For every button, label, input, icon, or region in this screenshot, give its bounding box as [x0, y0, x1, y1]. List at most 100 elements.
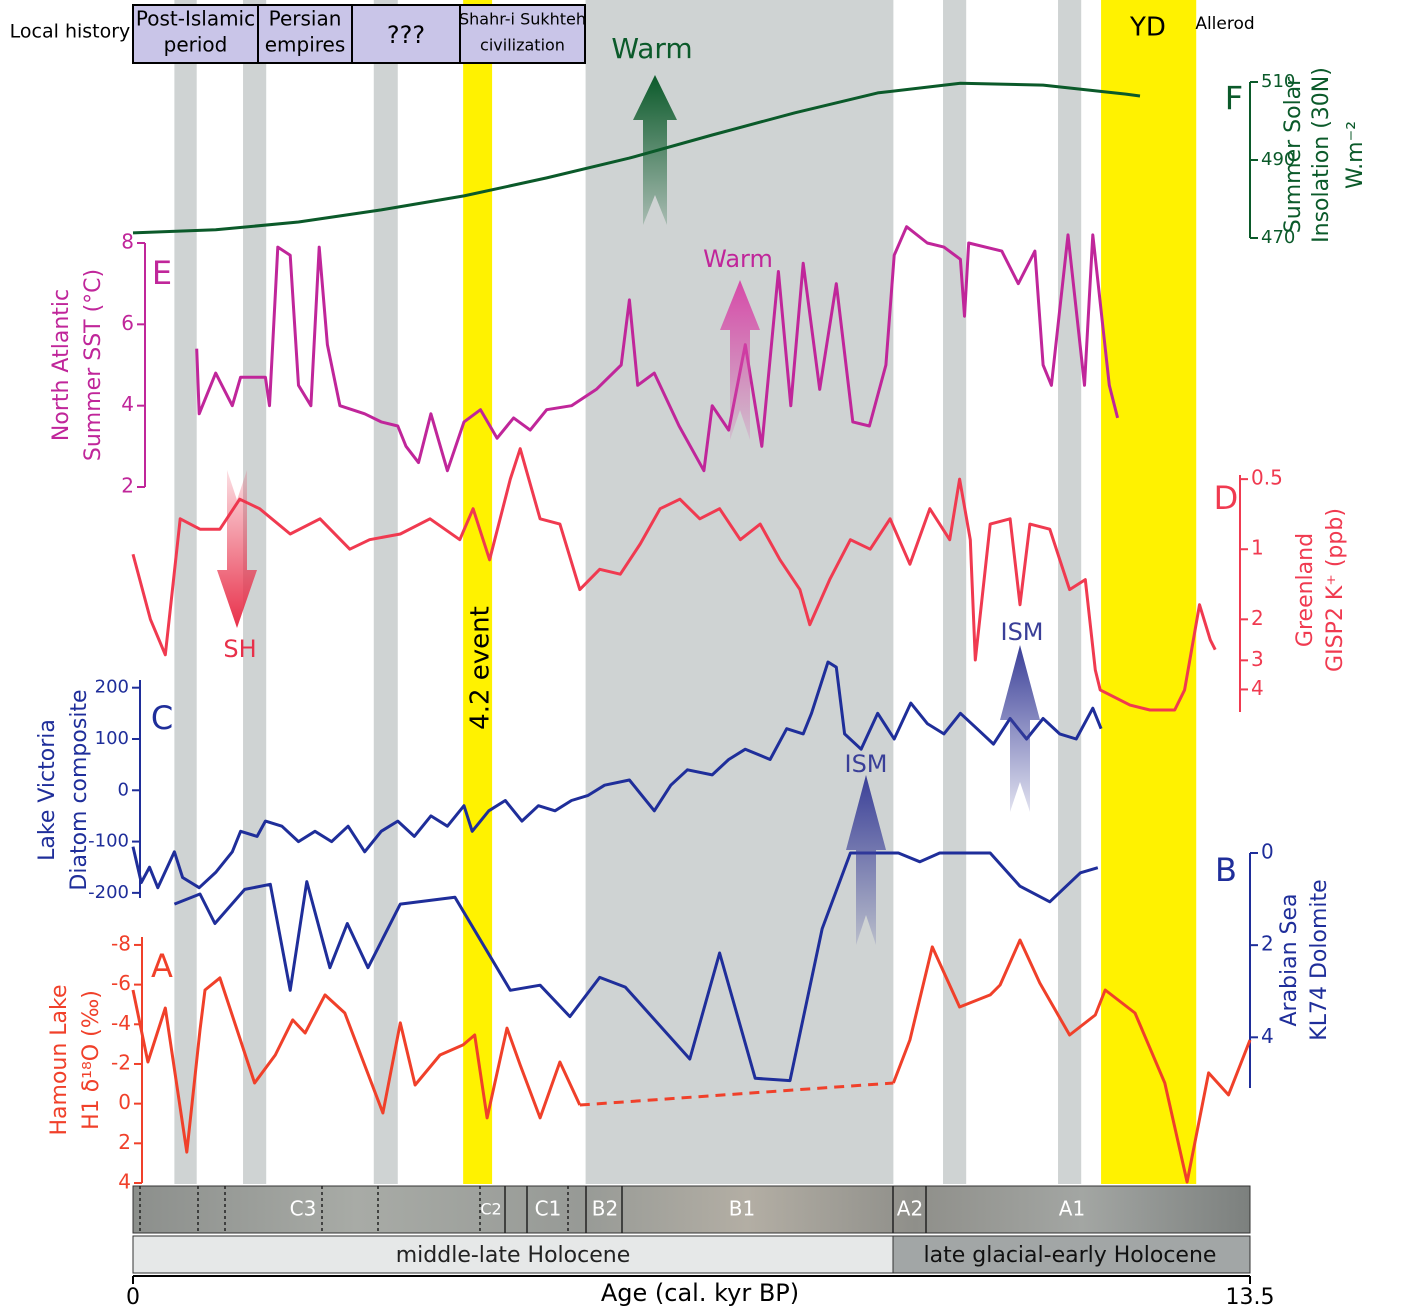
- series-line: [131, 447, 1217, 712]
- stage-label: late glacial-early Holocene: [924, 1243, 1217, 1268]
- core-unit-label: C2: [480, 1200, 501, 1219]
- y-tick-label: 490: [1261, 149, 1295, 170]
- y-tick-label: 4: [1261, 1024, 1274, 1048]
- y-axis-label: Greenland: [1293, 533, 1318, 647]
- annotation: SH: [223, 635, 256, 663]
- y-axis-label: GISP2 K⁺ (ppb): [1323, 508, 1348, 672]
- history-label: civilization: [480, 36, 565, 55]
- series-line: [131, 660, 1103, 890]
- shaded-interval: [943, 0, 967, 1184]
- annotation: Warm: [611, 32, 692, 65]
- history-box: [132, 4, 259, 64]
- y-axis-label: Summer Solar: [1281, 76, 1306, 233]
- y-axis-label: North Atlantic: [49, 289, 74, 441]
- y-axis-label: Insolation (30N): [1309, 67, 1334, 243]
- core-unit-label: B1: [729, 1197, 755, 1221]
- arrow: [846, 775, 886, 945]
- y-tick-label: 0: [118, 1090, 131, 1114]
- stage-box: [892, 1235, 1251, 1274]
- y-axis-label: H1 δ¹⁸O (‰): [79, 990, 104, 1130]
- annotation: Warm: [703, 245, 773, 273]
- y-tick-label: 2: [1251, 606, 1264, 630]
- stage-label: middle-late Holocene: [396, 1243, 631, 1268]
- period-label: YD: [1129, 13, 1166, 43]
- shaded-interval: [174, 0, 197, 1184]
- core-unit-label: A1: [1059, 1197, 1085, 1221]
- bands: [174, 0, 1197, 1184]
- y-tick-label: -6: [111, 971, 131, 995]
- y-tick-label: 0: [1261, 840, 1274, 864]
- y-tick-label: -200: [88, 882, 129, 903]
- panel-label: A: [151, 947, 173, 985]
- local-history-label: Local history: [10, 21, 131, 43]
- series-line: [195, 225, 1120, 473]
- y-axis-label: Diatom composite: [67, 689, 92, 890]
- y-tick-label: 1: [1251, 536, 1264, 560]
- arrow: [1000, 645, 1040, 812]
- y-tick-label: -2: [111, 1050, 131, 1074]
- x-tick-label: 0: [126, 1285, 140, 1310]
- history-label: Shahr-i Sukhteh: [459, 10, 586, 29]
- arrow: [720, 280, 760, 440]
- history-label: period: [164, 33, 228, 57]
- y-tick-label: 200: [95, 677, 129, 698]
- series-line: [173, 851, 1099, 1083]
- y-tick-label: 100: [95, 728, 129, 749]
- highlight-interval: [1101, 0, 1197, 1184]
- y-tick-label: -4: [111, 1011, 131, 1035]
- core-unit-label: C1: [535, 1197, 562, 1221]
- panel-label: C: [151, 699, 173, 737]
- history-box: [459, 4, 586, 64]
- y-axis-label: Arabian Sea: [1277, 893, 1302, 1026]
- core-unit-label: A2: [897, 1197, 923, 1221]
- y-tick-label: -100: [88, 831, 129, 852]
- panel-label: F: [1225, 79, 1243, 117]
- panel: 0.5 1 2 3 4 Greenland GISP2 K⁺ (ppb) D: [131, 447, 1348, 712]
- core-unit-boundaries: [504, 1186, 927, 1233]
- arrows: [217, 75, 1040, 945]
- y-tick-label: 4: [121, 392, 134, 416]
- stage-box: [132, 1235, 894, 1274]
- y-tick-label: -8: [111, 931, 131, 955]
- y-tick-label: 8: [121, 230, 134, 254]
- y-axis-label: W.m⁻²: [1343, 121, 1368, 189]
- panel: 2 4 6 8 North Atlantic Summer SST (°C) E: [49, 225, 1120, 498]
- history-label: Post-Islamic: [136, 7, 255, 31]
- panel-label: D: [1214, 479, 1239, 517]
- shaded-interval: [373, 0, 398, 1184]
- history-box: [351, 4, 461, 64]
- shaded-interval: [1058, 0, 1082, 1184]
- y-tick-label: 0.5: [1251, 466, 1283, 490]
- panel: -8 -6 -4 -2 0 2 4 Hamoun Lake H1 δ¹⁸O (‰) A: [47, 931, 1252, 1194]
- y-tick-label: 470: [1261, 227, 1295, 248]
- history-label: Persian: [269, 7, 342, 31]
- panel-label: B: [1215, 851, 1237, 889]
- panel: -200 -100 0 100 200 Lake Victoria Diatom compo…: [35, 660, 1103, 903]
- y-axis-label: Lake Victoria: [35, 719, 60, 861]
- annotation: ISM: [844, 750, 887, 778]
- y-tick-label: 2: [1261, 932, 1274, 956]
- series-line: [132, 81, 1141, 235]
- y-tick-label: 4: [1251, 676, 1264, 700]
- interpolation: [579, 1081, 894, 1107]
- y-tick-label: 0: [118, 779, 129, 800]
- arrow: [217, 470, 257, 628]
- shaded-interval: [585, 0, 894, 1184]
- x-axis-label: Age (cal. kyr BP): [601, 1279, 799, 1307]
- y-tick-label: 2: [118, 1130, 131, 1154]
- y-axis-label: Hamoun Lake: [47, 984, 72, 1135]
- arrow: [633, 75, 677, 225]
- annotation: ISM: [1000, 618, 1043, 646]
- y-tick-label: 2: [121, 474, 134, 498]
- series-line: [131, 938, 1252, 1184]
- history-label: empires: [265, 33, 346, 57]
- panel-label: E: [152, 254, 172, 292]
- y-axis-label: Summer SST (°C): [81, 269, 106, 461]
- core-strip: [132, 1185, 1251, 1234]
- period-label: Allerod: [1195, 14, 1254, 34]
- x-tick-label: 13.5: [1226, 1285, 1275, 1310]
